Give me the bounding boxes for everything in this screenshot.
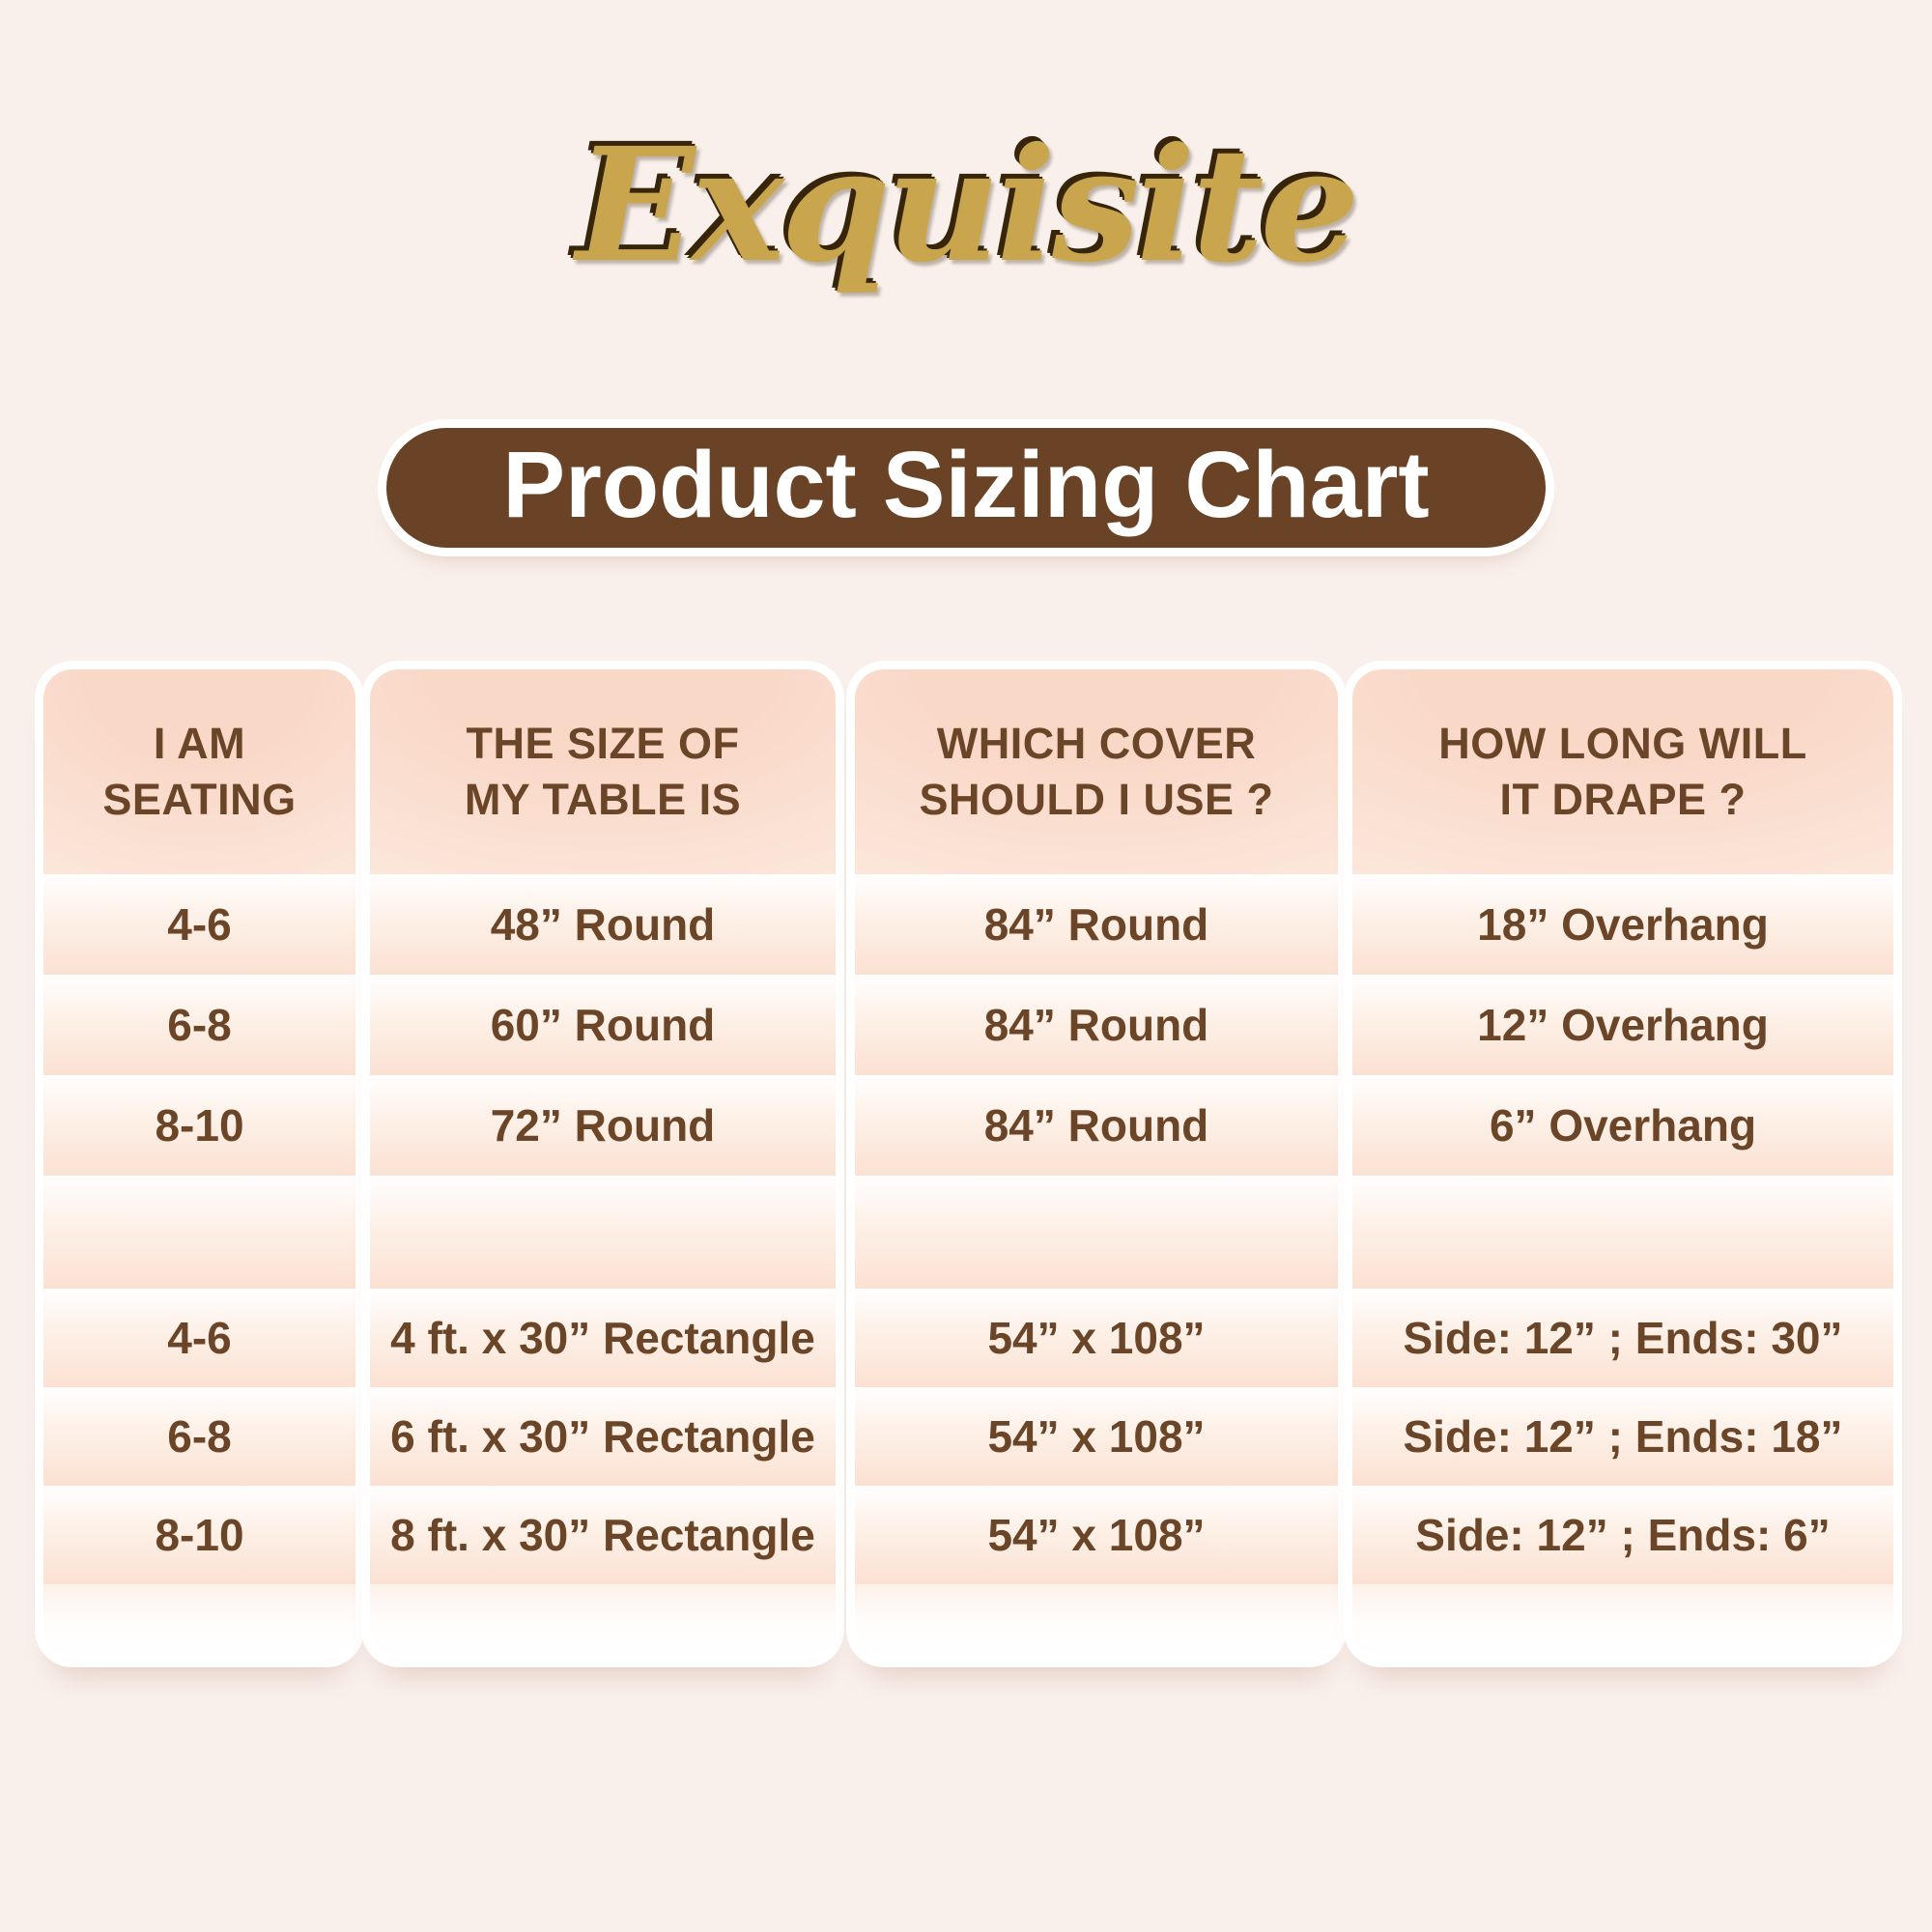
table-cell-empty bbox=[43, 1176, 355, 1289]
table-cell: Side: 12” ; Ends: 6” bbox=[1352, 1486, 1893, 1584]
table-cell: 6 ft. x 30” Rectangle bbox=[370, 1387, 836, 1486]
table-cell: 18” Overhang bbox=[1352, 874, 1893, 975]
table-cell: 60” Round bbox=[370, 975, 836, 1075]
table-cell-empty bbox=[370, 1176, 836, 1289]
page-title: Product Sizing Chart bbox=[502, 432, 1430, 537]
table-cell: 6-8 bbox=[43, 975, 355, 1075]
table-cell: 8-10 bbox=[43, 1486, 355, 1584]
table-cell: 12” Overhang bbox=[1352, 975, 1893, 1075]
table-cell: 54” x 108” bbox=[855, 1486, 1338, 1584]
table-cell: 84” Round bbox=[855, 975, 1338, 1075]
table-cell: 84” Round bbox=[855, 1075, 1338, 1176]
column-card-seating: I AM SEATING 4-6 6-8 8-10 4-6 6-8 8-10 bbox=[43, 669, 355, 1659]
table-cell: 4-6 bbox=[43, 1289, 355, 1387]
column-header-drape: HOW LONG WILL IT DRAPE ? bbox=[1352, 669, 1893, 874]
table-cell: 6” Overhang bbox=[1352, 1075, 1893, 1176]
column-card-drape: HOW LONG WILL IT DRAPE ? 18” Overhang 12… bbox=[1352, 669, 1893, 1659]
table-cell: 54” x 108” bbox=[855, 1289, 1338, 1387]
title-banner: Product Sizing Chart bbox=[386, 428, 1546, 548]
column-card-cover: WHICH COVER SHOULD I USE ? 84” Round 84”… bbox=[855, 669, 1338, 1659]
table-cell: 84” Round bbox=[855, 874, 1338, 975]
card-footer-spacer bbox=[43, 1584, 355, 1659]
table-cell: Side: 12” ; Ends: 30” bbox=[1352, 1289, 1893, 1387]
column-header-seating: I AM SEATING bbox=[43, 669, 355, 874]
card-footer-spacer bbox=[370, 1584, 836, 1659]
table-cell: 54” x 108” bbox=[855, 1387, 1338, 1486]
table-cell: 72” Round bbox=[370, 1075, 836, 1176]
table-cell: 4-6 bbox=[43, 874, 355, 975]
table-cell-empty bbox=[1352, 1176, 1893, 1289]
table-cell: 48” Round bbox=[370, 874, 836, 975]
table-cell: 4 ft. x 30” Rectangle bbox=[370, 1289, 836, 1387]
table-cell: 8 ft. x 30” Rectangle bbox=[370, 1486, 836, 1584]
card-footer-spacer bbox=[855, 1584, 1338, 1659]
table-cell: 8-10 bbox=[43, 1075, 355, 1176]
column-header-table-size: THE SIZE OF MY TABLE IS bbox=[370, 669, 836, 874]
card-footer-spacer bbox=[1352, 1584, 1893, 1659]
column-header-cover: WHICH COVER SHOULD I USE ? bbox=[855, 669, 1338, 874]
table-cell: Side: 12” ; Ends: 18” bbox=[1352, 1387, 1893, 1486]
table-cell-empty bbox=[855, 1176, 1338, 1289]
table-cell: 6-8 bbox=[43, 1387, 355, 1486]
column-card-table-size: THE SIZE OF MY TABLE IS 48” Round 60” Ro… bbox=[370, 669, 836, 1659]
brand-logo-exquisite: Exquisite bbox=[576, 114, 1359, 298]
